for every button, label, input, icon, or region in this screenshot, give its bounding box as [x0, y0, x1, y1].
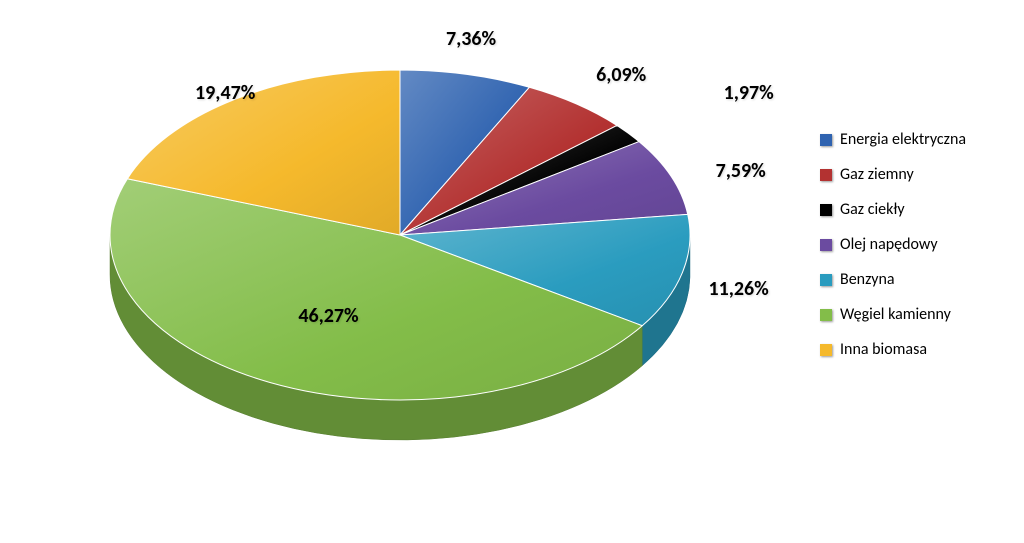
legend-label: Gaz ziemny — [840, 165, 914, 184]
legend-item-energia_elektryczna: Energia elektryczna — [820, 130, 966, 149]
legend-item-benzyna: Benzyna — [820, 270, 966, 289]
pie-label-gaz_ciekly: 1,97% — [724, 81, 774, 105]
legend-item-wegiel_kamienny: Węgiel kamienny — [820, 305, 966, 324]
legend-label: Gaz ciekły — [840, 200, 905, 219]
pie-label-inna_biomasa: 19,47% — [195, 81, 255, 105]
legend: Energia elektryczna Gaz ziemny Gaz ciekły O… — [820, 130, 966, 359]
legend-label: Węgiel kamienny — [840, 305, 951, 324]
legend-label: Olej napędowy — [840, 235, 938, 254]
legend-label: Benzyna — [840, 270, 895, 289]
legend-swatch-gaz_ziemny — [820, 169, 832, 181]
chart-container: 7,36% 6,09% 1,97% 7,59% 11,26% 46,27% 19,47% E… — [0, 0, 1024, 543]
legend-item-inna_biomasa: Inna biomasa — [820, 340, 966, 359]
pie-label-benzyna: 11,26% — [708, 277, 768, 301]
pie-label-gaz_ziemny: 6,09% — [596, 63, 646, 87]
legend-swatch-inna_biomasa — [820, 344, 832, 356]
pie-tops — [110, 70, 690, 400]
legend-swatch-gaz_ciekly — [820, 204, 832, 216]
legend-swatch-olej_napedowy — [820, 239, 832, 251]
legend-label: Energia elektryczna — [840, 130, 966, 149]
legend-label: Inna biomasa — [840, 340, 927, 359]
legend-swatch-benzyna — [820, 274, 832, 286]
legend-swatch-energia_elektryczna — [820, 134, 832, 146]
legend-item-gaz_ciekly: Gaz ciekły — [820, 200, 966, 219]
legend-swatch-wegiel_kamienny — [820, 309, 832, 321]
pie-label-wegiel_kamienny: 46,27% — [298, 304, 358, 328]
legend-item-olej_napedowy: Olej napędowy — [820, 235, 966, 254]
legend-item-gaz_ziemny: Gaz ziemny — [820, 165, 966, 184]
pie-label-olej_napedowy: 7,59% — [716, 159, 766, 183]
pie-label-energia_elektryczna: 7,36% — [446, 27, 496, 51]
